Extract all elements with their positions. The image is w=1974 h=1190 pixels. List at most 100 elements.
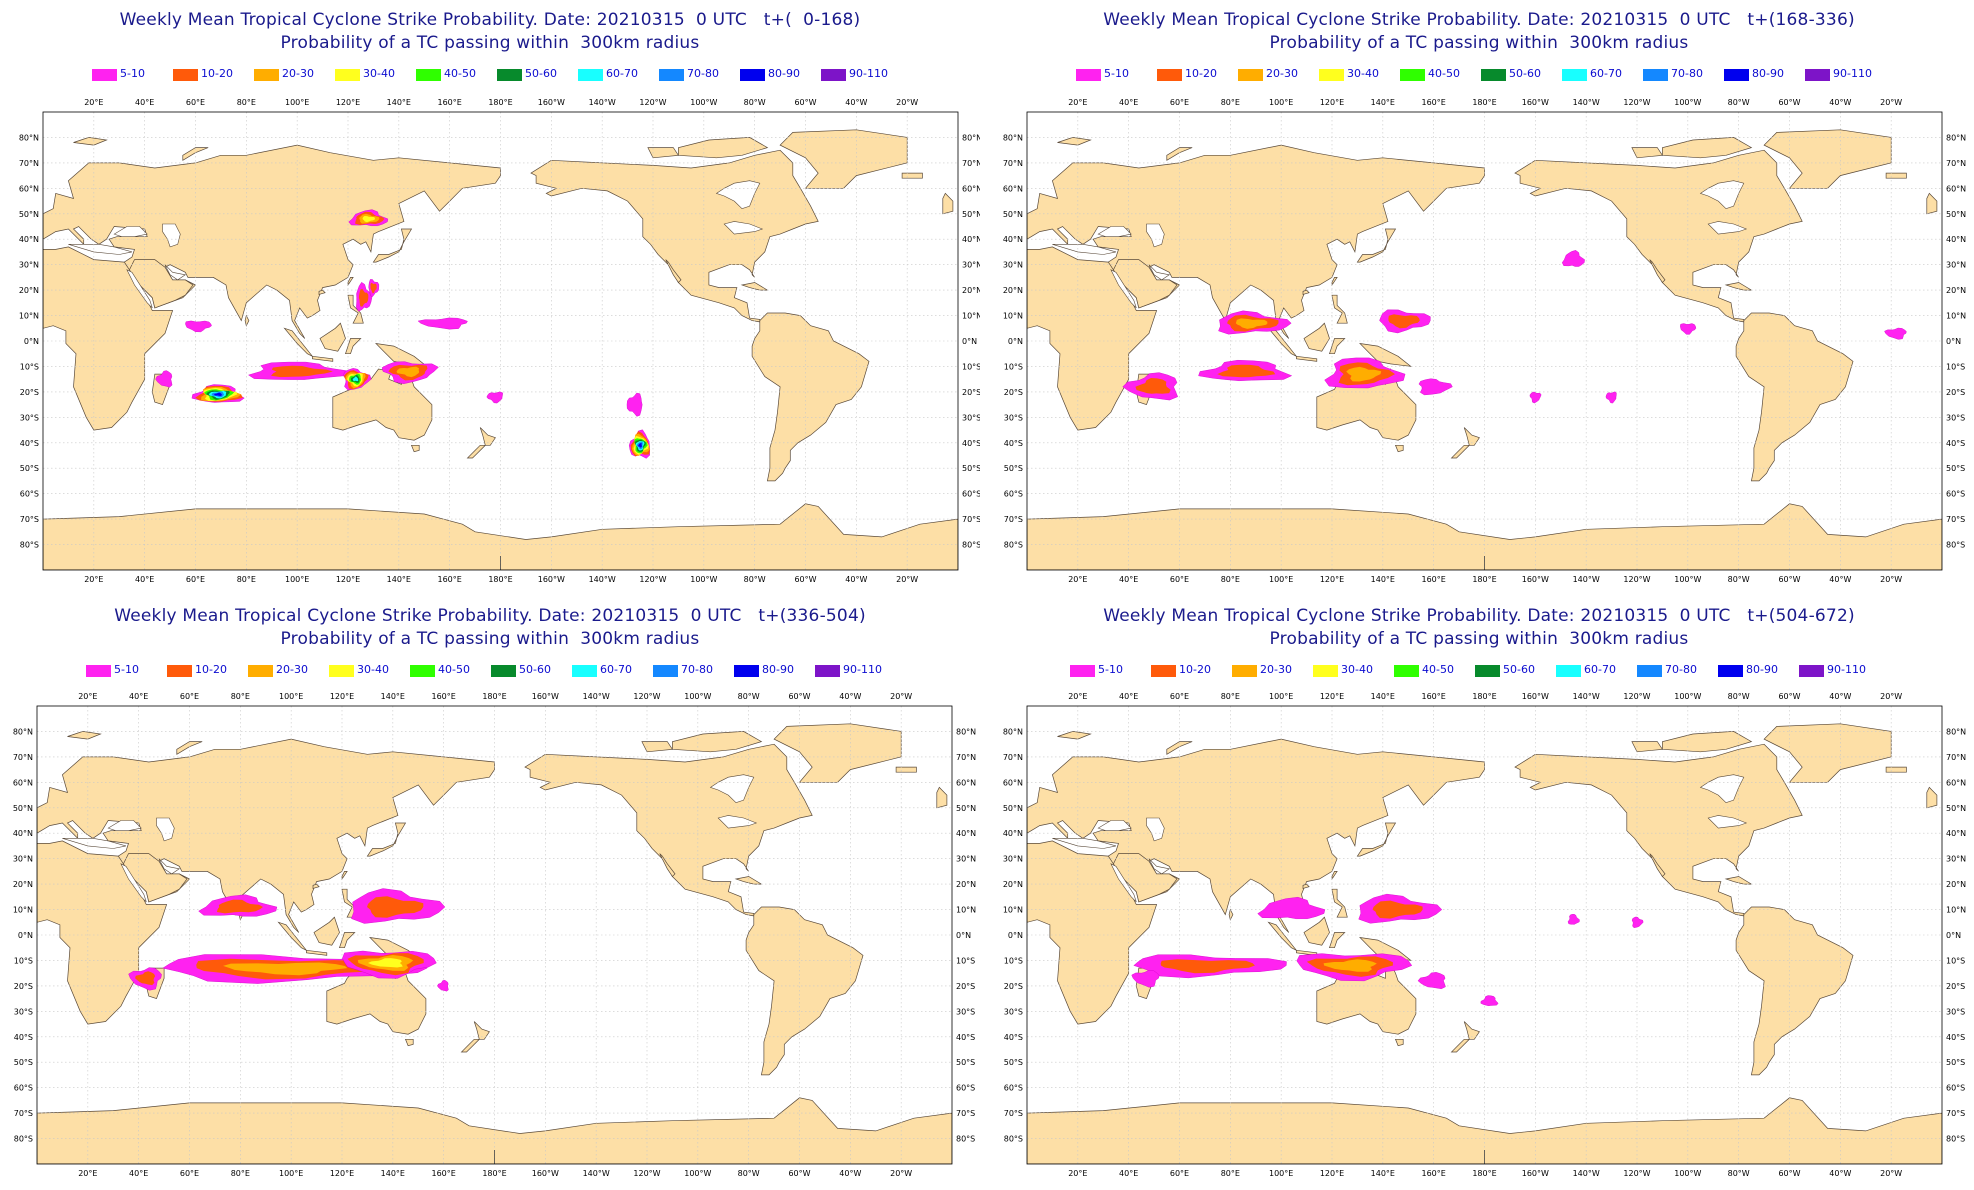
- water-body: [1052, 244, 1117, 255]
- lat-label-right: 50°N: [1946, 804, 1966, 813]
- lon-label-bottom: 40°E: [1119, 1169, 1138, 1178]
- probability-contour: [367, 896, 424, 918]
- lat-label-left: 30°S: [20, 413, 39, 422]
- panel-week-2: Weekly Mean Tropical Cyclone Strike Prob…: [984, 0, 1974, 590]
- legend-label: 80-90: [762, 663, 794, 676]
- legend-label: 5-10: [114, 663, 139, 676]
- lat-label-right: 0°N: [1946, 337, 1961, 346]
- legend-swatch: [1475, 665, 1500, 677]
- land-shape: [318, 289, 326, 295]
- lon-label-bottom: 120°E: [1320, 575, 1344, 584]
- legend-label: 10-20: [201, 67, 233, 80]
- probability-contour: [1529, 391, 1542, 404]
- legend-swatch: [1481, 69, 1506, 81]
- land-shape: [1112, 853, 1178, 903]
- legend-label: 60-70: [606, 67, 638, 80]
- lon-label-bottom: 140°W: [583, 1169, 610, 1178]
- lon-label-top: 160°W: [532, 692, 559, 701]
- lon-label-top: 100°W: [1674, 692, 1701, 701]
- land-shape: [372, 228, 413, 263]
- lat-label-right: 20°N: [962, 286, 980, 295]
- panel-subtitle: Probability of a TC passing within 300km…: [280, 33, 700, 53]
- land-shape: [319, 322, 346, 352]
- lat-label-left: 50°N: [13, 804, 33, 813]
- lat-label-right: 80°S: [962, 541, 980, 550]
- water-body: [1707, 815, 1748, 829]
- land-shape: [1631, 741, 1664, 753]
- legend-swatch: [491, 665, 516, 677]
- lon-label-top: 40°W: [1829, 692, 1851, 701]
- lat-label-left: 80°N: [1003, 727, 1023, 736]
- land-shape: [1303, 916, 1330, 946]
- lon-label-bottom: 40°E: [1119, 575, 1138, 584]
- land-shape: [895, 766, 917, 773]
- probability-contour: [1388, 314, 1420, 329]
- legend-label: 60-70: [1584, 663, 1616, 676]
- lat-label-right: 0°N: [1946, 931, 1961, 940]
- lat-label-right: 20°N: [1946, 286, 1966, 295]
- lat-label-left: 20°S: [1004, 982, 1023, 991]
- lat-label-left: 60°S: [20, 490, 39, 499]
- lat-label-right: 10°S: [956, 956, 975, 965]
- lat-label-right: 70°N: [962, 159, 980, 168]
- lon-label-top: 40°E: [129, 692, 148, 701]
- water-body: [717, 815, 758, 829]
- lat-label-right: 10°N: [962, 312, 980, 321]
- lon-label-top: 80°E: [237, 98, 256, 107]
- lon-label-top: 80°W: [1728, 692, 1750, 701]
- water-body: [162, 223, 181, 248]
- legend-label: 40-50: [438, 663, 470, 676]
- legend-label: 70-80: [687, 67, 719, 80]
- probability-contour: [1567, 914, 1580, 925]
- legend-swatch: [572, 665, 597, 677]
- lon-label-bottom: 160°E: [1422, 575, 1446, 584]
- lat-label-right: 80°N: [956, 727, 976, 736]
- lat-label-left: 70°S: [14, 1109, 33, 1118]
- lon-label-top: 120°E: [330, 692, 354, 701]
- lat-label-right: 20°S: [1946, 982, 1965, 991]
- land-shape: [341, 871, 348, 881]
- land-shape: [1662, 137, 1753, 159]
- lon-label-top: 60°E: [180, 692, 199, 701]
- lat-label-left: 60°S: [1004, 1084, 1023, 1093]
- lat-label-right: 10°N: [956, 906, 976, 915]
- lon-label-bottom: 20°E: [84, 575, 103, 584]
- land-shape: [641, 741, 674, 753]
- land-shape: [745, 906, 864, 1076]
- lon-label-bottom: 120°W: [639, 575, 666, 584]
- lat-label-left: 0°N: [1008, 931, 1023, 940]
- lon-label-bottom: 80°E: [1221, 1169, 1240, 1178]
- probability-contour: [1605, 391, 1617, 404]
- lat-label-right: 70°N: [1946, 753, 1966, 762]
- land-shape: [1356, 228, 1397, 263]
- lat-label-right: 40°S: [1946, 439, 1965, 448]
- lat-label-right: 60°S: [1946, 490, 1965, 499]
- lon-label-bottom: 180°E: [1472, 1169, 1496, 1178]
- lat-label-right: 20°S: [962, 388, 980, 397]
- lat-label-left: 20°S: [20, 388, 39, 397]
- probability-contour: [1372, 900, 1423, 919]
- lon-label-top: 80°W: [1728, 98, 1750, 107]
- lon-label-top: 120°W: [639, 98, 666, 107]
- legend-label: 10-20: [1185, 67, 1217, 80]
- legend-label: 5-10: [1098, 663, 1123, 676]
- lat-label-left: 10°N: [19, 312, 39, 321]
- legend-swatch: [1556, 665, 1581, 677]
- legend-label: 20-30: [276, 663, 308, 676]
- lat-label-left: 50°S: [20, 464, 39, 473]
- water-body: [1707, 221, 1748, 235]
- panel-week-1: Weekly Mean Tropical Cyclone Strike Prob…: [0, 0, 980, 590]
- lat-label-left: 30°S: [1004, 1007, 1023, 1016]
- water-body: [1097, 820, 1132, 831]
- legend-swatch: [1724, 69, 1749, 81]
- panel-week-3: Weekly Mean Tropical Cyclone Strike Prob…: [0, 596, 980, 1190]
- legend-swatch: [167, 665, 192, 677]
- lon-label-bottom: 100°W: [1674, 575, 1701, 584]
- lon-label-bottom: 80°W: [1728, 1169, 1750, 1178]
- lon-label-bottom: 120°E: [1320, 1169, 1344, 1178]
- land-shape: [1331, 277, 1338, 287]
- probability-contours: [155, 209, 651, 459]
- probability-contour: [271, 365, 333, 378]
- lat-label-right: 20°N: [1946, 880, 1966, 889]
- legend-label: 30-40: [363, 67, 395, 80]
